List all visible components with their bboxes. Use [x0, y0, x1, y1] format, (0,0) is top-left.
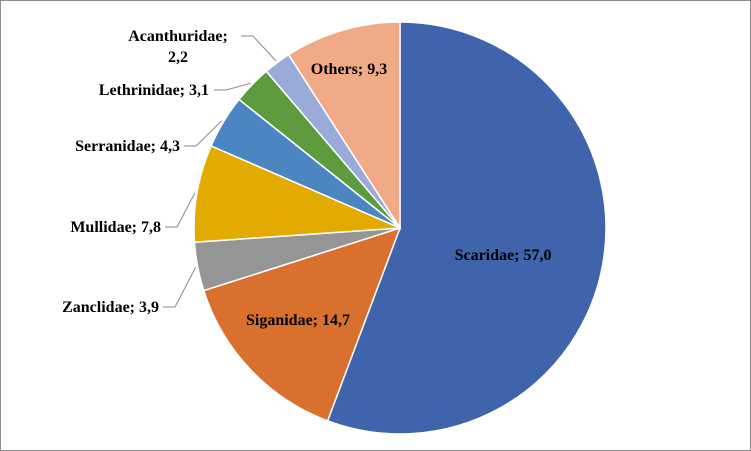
data-label-zanclidae: Zanclidae; 3,9: [62, 299, 159, 316]
pie-slice-siganidae: [202, 226, 402, 422]
data-label-acanthuridae-line1: Acanthuridae;: [128, 28, 228, 45]
data-label-acanthuridae-line2: 2,2: [168, 49, 188, 66]
data-label-others: Others; 9,3: [311, 61, 387, 78]
leader-line-lethrinidae: [214, 82, 251, 91]
data-label-mullidae: Mullidae; 7,8: [70, 219, 161, 236]
data-label-scaridae: Scaridae; 57,0: [455, 247, 552, 264]
data-label-serranidae: Serranidae; 4,3: [75, 138, 180, 155]
leader-line-mullidae: [165, 192, 196, 228]
pie-slice-scaridae: [326, 21, 607, 435]
pie-slice-others: [287, 21, 401, 231]
leader-lines-layer: [163, 35, 277, 308]
leader-line-serranidae: [184, 120, 223, 147]
slices-layer: [193, 21, 607, 435]
pie-slice-mullidae: [193, 144, 401, 244]
leader-line-acanthuridae: [241, 35, 277, 62]
data-label-lethrinidae: Lethrinidae; 3,1: [99, 82, 209, 99]
data-label-siganidae: Siganidae; 14,7: [246, 312, 350, 329]
leader-line-zanclidae: [163, 266, 197, 308]
